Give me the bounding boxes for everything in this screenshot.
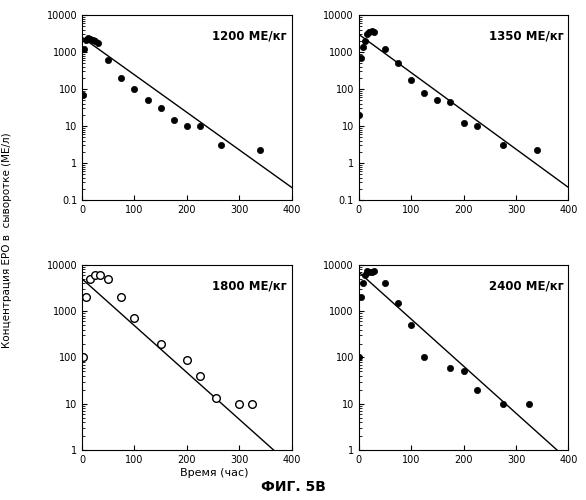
- Text: ФИГ. 5В: ФИГ. 5В: [261, 480, 325, 494]
- Text: Время (час): Время (час): [180, 468, 248, 477]
- Text: 2400 МЕ/кг: 2400 МЕ/кг: [489, 280, 564, 292]
- Text: 1350 МЕ/кг: 1350 МЕ/кг: [489, 30, 564, 43]
- Text: Концентрация ЕРО в  сыворотке (МЕ/л): Концентрация ЕРО в сыворотке (МЕ/л): [2, 132, 12, 348]
- Text: 1800 МЕ/кг: 1800 МЕ/кг: [212, 280, 287, 292]
- Text: 1200 МЕ/кг: 1200 МЕ/кг: [212, 30, 287, 43]
